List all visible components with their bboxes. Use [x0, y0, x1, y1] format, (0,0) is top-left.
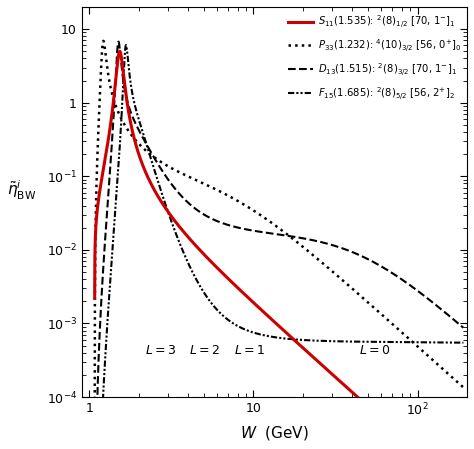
Text: $L = 1$: $L = 1$: [234, 344, 265, 357]
Y-axis label: $\tilde{\eta}^{i}_{\mathrm{BW}}$: $\tilde{\eta}^{i}_{\mathrm{BW}}$: [7, 179, 36, 202]
Text: $L = 2$: $L = 2$: [189, 344, 219, 357]
Text: $L = 0$: $L = 0$: [359, 344, 391, 357]
Text: $L = 3$: $L = 3$: [145, 344, 176, 357]
X-axis label: $W$  (GeV): $W$ (GeV): [240, 424, 309, 442]
Legend: $S_{11}(1.535)$: $^{2}(8)_{1/2}$ [70, 1$^{-}$]$_{1}$, $P_{33}(1.232)$: $^{4}(10): $S_{11}(1.535)$: $^{2}(8)_{1/2}$ [70, 1$…: [284, 9, 465, 106]
